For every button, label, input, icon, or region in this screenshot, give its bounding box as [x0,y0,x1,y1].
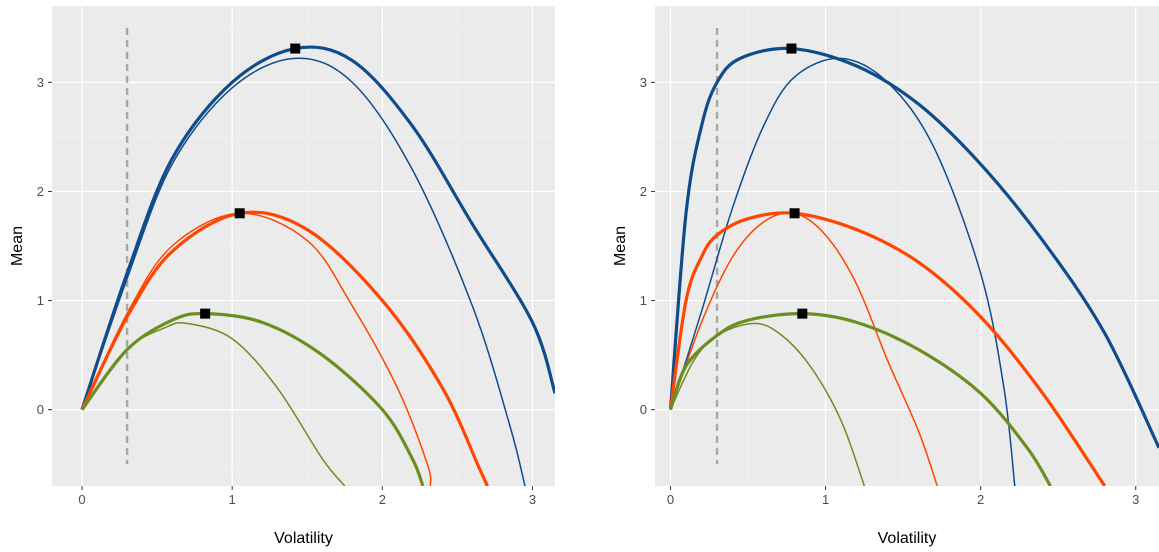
series-line-4-thick [668,312,1052,486]
optimum-marker-0 [786,43,797,54]
series-line-2-thick [668,211,1107,486]
x-tick-label: 3 [1132,492,1139,507]
y-axis-title: Mean [612,226,629,266]
x-tick-label: 1 [822,492,829,507]
y-tick-label: 3 [37,75,44,90]
series-line-2-thick [80,210,489,486]
y-tick-label: 3 [640,75,647,90]
y-tick-label: 1 [640,293,647,308]
series-line-3-thin [669,211,938,486]
series-line-3-thin [81,212,432,486]
x-axis-title: Volatility [878,530,937,547]
series-line-1-thin [669,57,1016,486]
y-tick-label: 1 [37,293,44,308]
x-tick-label: 2 [977,492,984,507]
x-tick-label: 0 [78,492,85,507]
y-tick-label: 0 [640,402,647,417]
y-tick-label: 2 [37,184,44,199]
x-tick-label: 3 [529,492,536,507]
series-line-5-thin [669,322,866,486]
x-tick-label: 1 [229,492,236,507]
optimum-marker-0 [290,43,301,54]
right-panel: 0 1 2 3 0 1 2 3 Volatility Mean [612,6,1159,547]
left-panel: 0 1 2 3 0 1 2 3 Volatility Mean [9,6,555,547]
series-line-0-thick [668,46,1159,449]
series-line-1-thin [81,57,526,486]
y-tick-label: 2 [640,184,647,199]
x-axis-title: Volatility [274,530,333,547]
x-tick-label: 0 [667,492,674,507]
series-line-4-thick [80,311,425,486]
optimum-marker-2 [797,308,808,319]
optimum-marker-2 [200,308,211,319]
optimum-marker-1 [234,208,245,219]
x-tick-label: 2 [379,492,386,507]
series-line-0-thick [80,45,555,411]
y-tick-label: 0 [37,402,44,417]
optimum-marker-1 [789,208,800,219]
y-axis-title: Mean [9,226,26,266]
